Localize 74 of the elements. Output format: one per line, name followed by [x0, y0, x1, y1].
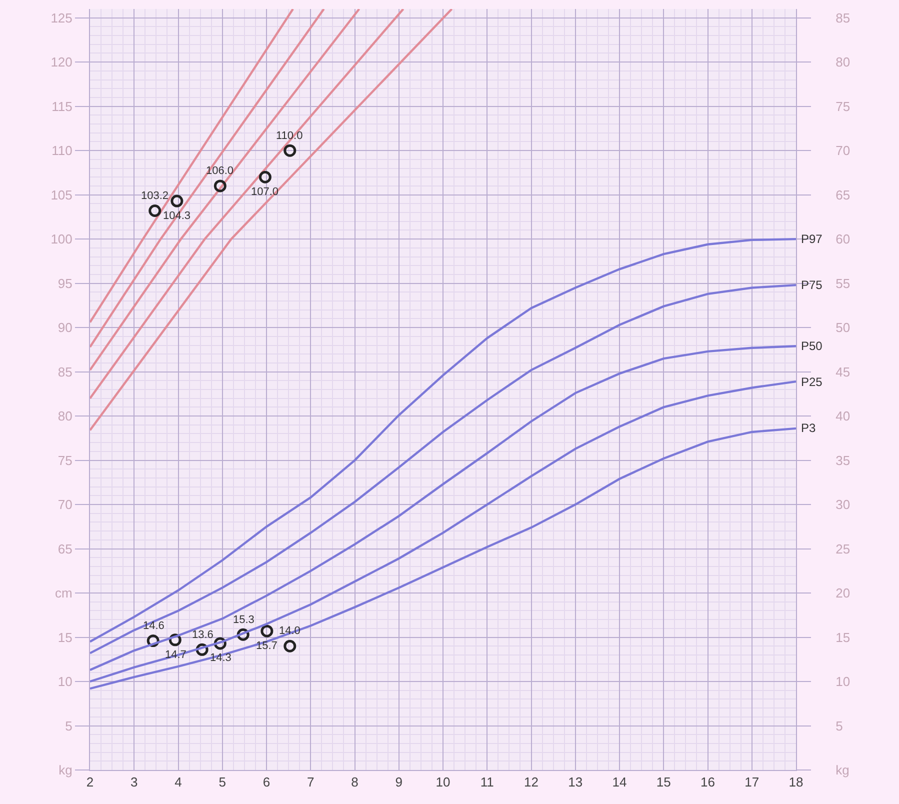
y3-tick-label: 75 — [58, 452, 72, 468]
y2-tick-label: 30 — [836, 497, 850, 512]
y3-tick-label: 80 — [58, 408, 72, 424]
y3-tick-label: 90 — [58, 320, 72, 336]
series-label: P75 — [801, 278, 823, 292]
y3-tick-label: 125 — [50, 10, 72, 26]
y-tick-label: 10 — [58, 674, 72, 690]
y-tick-label: cm — [55, 586, 72, 601]
point — [214, 180, 226, 192]
y3-tick-label: 70 — [58, 497, 72, 512]
point — [284, 640, 296, 652]
point — [170, 194, 184, 208]
point — [258, 170, 272, 184]
data-label: 103.2 — [141, 190, 169, 202]
x-tick-label: 18 — [788, 774, 804, 790]
data-label: 107.0 — [251, 186, 279, 198]
y3-tick-label: 115 — [52, 98, 72, 114]
series-label: P50 — [801, 339, 823, 353]
x-tick-label: 10 — [436, 774, 450, 790]
y-tick-label: 15 — [58, 630, 72, 645]
y-tick-label: kg — [58, 762, 72, 778]
x-tick-label: 6 — [262, 774, 270, 790]
y2-tick-label: 65 — [836, 187, 850, 202]
y2-tick-label: 50 — [836, 320, 850, 336]
y3-tick-label: 65 — [58, 541, 72, 556]
data-label: 104.3 — [163, 210, 191, 222]
data-label: 13.6 — [192, 629, 214, 641]
y3-tick-label: 95 — [58, 276, 72, 291]
data-label: 106.0 — [206, 165, 234, 177]
x-tick-label: 15 — [656, 774, 671, 790]
y2-tick-label: 55 — [836, 276, 850, 291]
data-label: 14.6 — [143, 620, 164, 632]
point — [148, 204, 162, 217]
y2-tick-label: 5 — [836, 718, 843, 734]
y2-tick-label: kg — [836, 762, 850, 778]
y2-tick-label: 25 — [836, 541, 850, 556]
x-tick-label: 3 — [130, 774, 138, 790]
data-label: 15.7 — [256, 640, 278, 652]
y-tick-label: 5 — [65, 718, 72, 734]
y2-tick-label: 85 — [836, 10, 850, 26]
y2-tick-label: 10 — [836, 674, 850, 690]
x-tick-label: 9 — [395, 774, 402, 790]
y2-tick-label: 80 — [836, 54, 850, 70]
y2-tick-label: 20 — [836, 586, 850, 601]
x-tick-label: 7 — [307, 774, 314, 790]
data-label: 15.3 — [233, 614, 254, 626]
y2-tick-label: 70 — [836, 143, 850, 158]
point — [260, 624, 274, 638]
x-tick-label: 8 — [351, 774, 358, 790]
y2-tick-label: 15 — [836, 630, 850, 645]
x-tick-label: 14 — [612, 774, 627, 790]
x-tick-label: 4 — [174, 774, 182, 790]
y3-tick-label: 110 — [52, 143, 72, 158]
point — [284, 144, 296, 157]
y3-tick-label: 100 — [50, 232, 72, 247]
series-label: P25 — [801, 375, 823, 389]
data-label: 110.0 — [276, 130, 303, 142]
series-label: P3 — [801, 421, 816, 435]
x-tick-label: 13 — [568, 774, 583, 790]
y3-tick-label: 85 — [58, 364, 72, 380]
x-tick-label: 2 — [86, 774, 94, 790]
x-tick-label: 11 — [480, 774, 494, 790]
x-tick-label: 17 — [744, 774, 760, 790]
y2-tick-label: 35 — [836, 452, 850, 468]
x-tick-label: 16 — [700, 774, 715, 790]
y3-tick-label: 120 — [50, 54, 72, 70]
y2-tick-label: 75 — [836, 98, 850, 114]
y2-tick-label: 60 — [836, 232, 850, 247]
series-label: P97 — [801, 232, 823, 246]
y3-tick-label: 105 — [50, 187, 72, 202]
y2-tick-label: 40 — [836, 408, 850, 424]
x-tick-label: 12 — [524, 774, 538, 790]
y2-tick-label: 45 — [836, 364, 850, 380]
x-tick-label: 5 — [218, 774, 226, 790]
